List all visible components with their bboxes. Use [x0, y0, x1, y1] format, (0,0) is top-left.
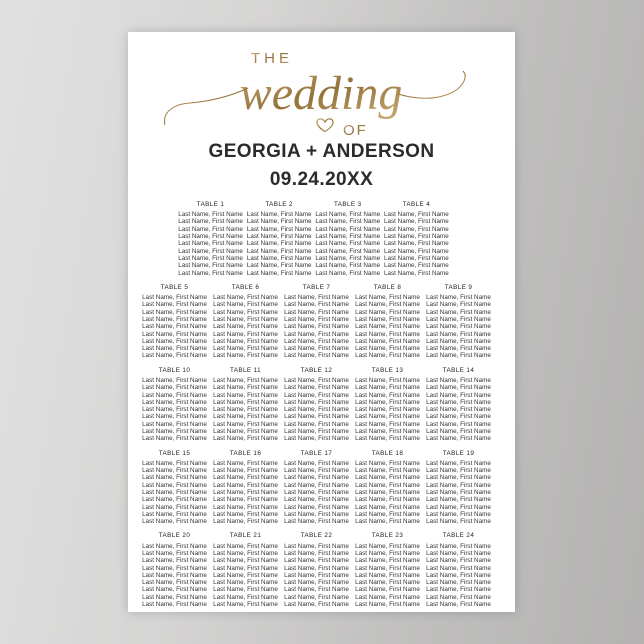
svg-text:OF: OF — [343, 122, 368, 138]
svg-text:wedding: wedding — [240, 67, 403, 120]
svg-text:THE: THE — [251, 50, 293, 67]
